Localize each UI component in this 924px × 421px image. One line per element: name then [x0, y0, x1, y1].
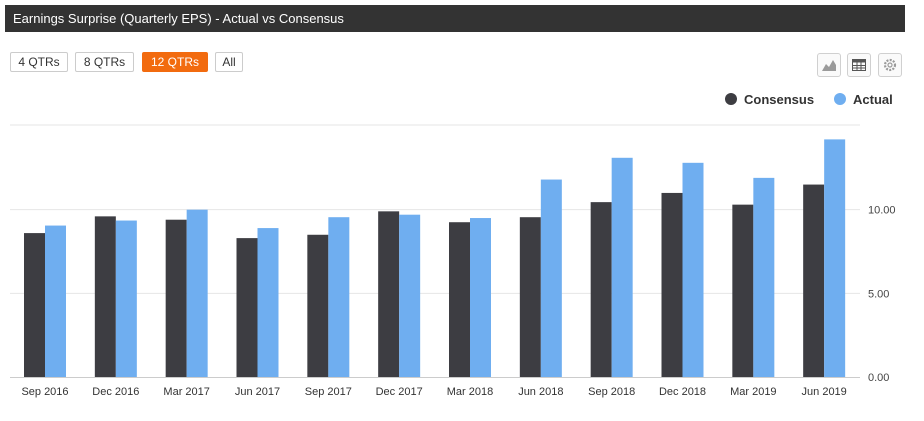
bar-actual-jun-2017: [257, 228, 279, 377]
legend-consensus-label: Consensus: [744, 92, 815, 107]
x-tick-label: Sep 2017: [305, 386, 352, 398]
x-tick-label: Mar 2018: [447, 386, 493, 398]
x-tick-label: Sep 2016: [21, 386, 68, 398]
bar-consensus-jun-2018: [519, 217, 541, 377]
bar-consensus-mar-2018: [449, 222, 470, 377]
x-tick-label: Dec 2017: [376, 386, 423, 398]
bar-actual-jun-2018: [540, 179, 562, 377]
bar-consensus-sep-2016: [24, 233, 45, 377]
x-tick-label: Mar 2017: [163, 386, 209, 398]
x-tick-label: Dec 2018: [659, 386, 706, 398]
chart-title: Earnings Surprise (Quarterly EPS) - Actu…: [13, 11, 344, 26]
range-8-qtrs-button[interactable]: 8 QTRs: [75, 52, 134, 72]
x-tick-label: Mar 2019: [730, 386, 776, 398]
y-tick-label: 5.00: [868, 288, 889, 300]
y-tick-label: 0.00: [868, 372, 889, 384]
legend-actual-swatch: [834, 93, 846, 105]
bar-actual-dec-2016: [115, 220, 137, 377]
bar-actual-mar-2018: [470, 218, 491, 377]
bar-actual-sep-2018: [611, 157, 633, 377]
bar-consensus-jun-2017: [236, 238, 258, 377]
legend-consensus-swatch: [725, 93, 737, 105]
x-tick-label: Dec 2016: [92, 386, 139, 398]
table-view-button[interactable]: [847, 53, 871, 77]
legend-item-consensus[interactable]: Consensus: [725, 92, 814, 107]
chart-title-bar: Earnings Surprise (Quarterly EPS) - Actu…: [5, 5, 905, 32]
bar-actual-dec-2017: [399, 214, 421, 377]
legend-item-actual[interactable]: Actual: [834, 92, 893, 107]
bar-consensus-dec-2017: [378, 211, 400, 377]
bar-actual-dec-2018: [682, 162, 704, 377]
bar-consensus-mar-2017: [165, 219, 187, 377]
bar-consensus-jun-2019: [803, 184, 825, 377]
x-tick-label: Jun 2019: [802, 386, 847, 398]
bar-actual-mar-2017: [186, 209, 208, 377]
y-tick-label: 10.00: [868, 205, 896, 217]
bar-actual-sep-2016: [45, 225, 66, 377]
bar-consensus-dec-2018: [661, 192, 683, 377]
area-chart-button[interactable]: [817, 53, 841, 77]
range-4-qtrs-button[interactable]: 4 QTRs: [10, 52, 68, 72]
bar-actual-mar-2019: [753, 177, 775, 377]
bar-consensus-dec-2016: [94, 216, 116, 377]
x-tick-label: Sep 2018: [588, 386, 635, 398]
bar-consensus-sep-2017: [307, 234, 329, 377]
settings-button[interactable]: [878, 53, 902, 77]
range-12-qtrs-button[interactable]: 12 QTRs: [142, 52, 208, 72]
x-tick-label: Jun 2018: [518, 386, 563, 398]
bar-actual-jun-2019: [824, 139, 846, 377]
range-all-button[interactable]: All: [215, 52, 243, 72]
legend-actual-label: Actual: [853, 92, 893, 107]
x-tick-label: Jun 2017: [235, 386, 280, 398]
bar-consensus-mar-2019: [732, 204, 754, 377]
bar-actual-sep-2017: [328, 217, 350, 377]
bar-consensus-sep-2018: [590, 202, 612, 377]
